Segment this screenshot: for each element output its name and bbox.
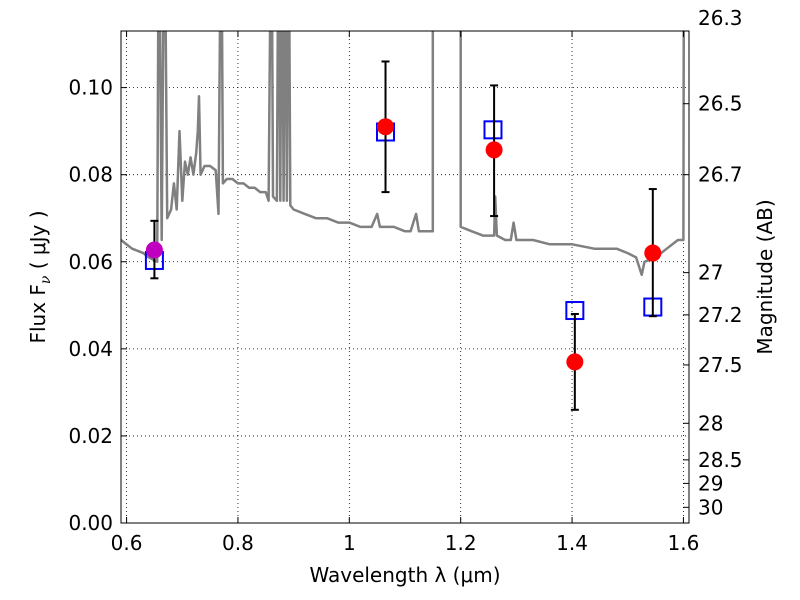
- ticks: 0.6 0.8 1 1.2 1.4 1.6 0.00 0.02 0.04 0.06 0.08 0.10…: [68, 6, 742, 555]
- data-point: [377, 118, 395, 136]
- y-axis-label: Flux Fν ( μJy ): [26, 210, 54, 343]
- y2-tick-label: 28.5: [698, 448, 743, 472]
- y2-tick-label: 28: [698, 411, 723, 435]
- y-tick-label: 0.08: [68, 163, 113, 187]
- x-axis-label: Wavelength λ (μm): [309, 563, 500, 587]
- y2-tick-label: 27: [698, 261, 723, 285]
- spectrum-line: [121, 31, 685, 277]
- y2-tick-label: 29: [698, 471, 723, 495]
- x-tick-label: 1: [343, 531, 356, 555]
- data-point: [566, 353, 584, 371]
- model-square-marker: [483, 120, 503, 140]
- markers: [144, 60, 663, 411]
- plot-area: [121, 31, 685, 277]
- y-tick-label: 0.02: [68, 424, 113, 448]
- data-point: [145, 241, 163, 259]
- y2-axis-label: Magnitude (AB): [753, 199, 777, 354]
- x-tick-label: 0.6: [111, 531, 143, 555]
- y2-tick-label: 30: [698, 495, 723, 519]
- grid: [121, 31, 689, 524]
- y2-tick-label: 26.7: [698, 163, 743, 187]
- data-point: [485, 141, 503, 159]
- y2-tick-label: 26.5: [698, 92, 743, 116]
- y2-tick-label: 27.5: [698, 353, 743, 377]
- x-tick-label: 1.2: [445, 531, 477, 555]
- y-tick-label: 0.04: [68, 337, 113, 361]
- y2-tick-label: 26.3: [698, 6, 743, 30]
- plot-frame: [120, 30, 690, 524]
- x-tick-label: 0.8: [222, 531, 254, 555]
- y-tick-label: 0.10: [68, 76, 113, 100]
- x-tick-label: 1.4: [556, 531, 588, 555]
- data-point: [644, 244, 662, 262]
- y-tick-label: 0.06: [68, 250, 113, 274]
- y-tick-label: 0.00: [68, 511, 113, 535]
- y2-tick-label: 27.2: [698, 303, 743, 327]
- x-tick-label: 1.6: [668, 531, 700, 555]
